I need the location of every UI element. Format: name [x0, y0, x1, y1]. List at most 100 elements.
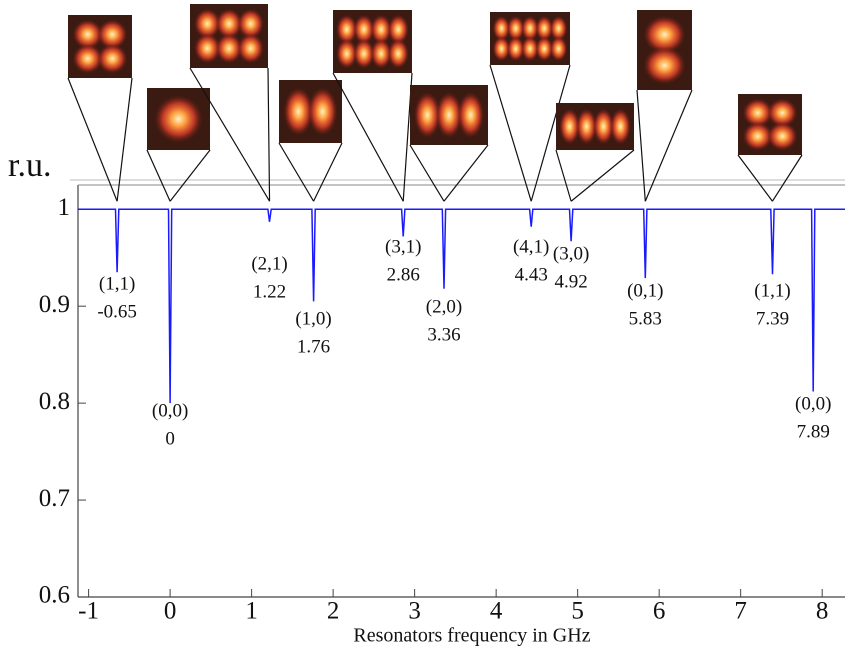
connector	[737, 154, 773, 202]
freq-label: 3.36	[427, 324, 460, 345]
mode-image	[738, 94, 802, 155]
mode-lobe	[609, 108, 631, 145]
freq-label: 7.39	[756, 308, 789, 329]
mode-lobe	[742, 98, 773, 128]
mode-label: (0,1)	[627, 280, 663, 301]
mode-image	[279, 80, 342, 143]
mode-lobe	[370, 14, 392, 45]
connector	[146, 149, 171, 202]
y-tick-label: 0.8	[39, 388, 70, 415]
mode-image	[637, 10, 692, 90]
mode-lobe	[370, 38, 392, 69]
connector	[530, 64, 571, 202]
y-tick-label: 1	[58, 194, 71, 221]
mode-lobe	[643, 46, 686, 85]
freq-label: 4.43	[515, 264, 548, 285]
mode-lobe	[72, 19, 103, 50]
mode-image	[556, 103, 634, 150]
x-axis-label: Resonators frequency in GHz	[353, 625, 590, 647]
freq-label: 2.86	[387, 264, 420, 285]
connector	[771, 154, 803, 202]
mode-label: (3,0)	[553, 243, 589, 264]
mode-image	[410, 85, 488, 145]
connector	[278, 142, 315, 202]
mode-lobe	[237, 8, 265, 39]
mode-image	[490, 12, 570, 65]
mode-lobe	[767, 121, 798, 151]
mode-label: (2,1)	[251, 253, 287, 274]
freq-label: 5.83	[629, 308, 662, 329]
mode-lobe	[521, 36, 539, 62]
data-line	[78, 208, 845, 404]
mode-label: (3,1)	[385, 236, 421, 257]
freq-label: 1.22	[253, 281, 286, 302]
connector	[267, 67, 271, 202]
mode-label: (4,1)	[513, 236, 549, 257]
mode-lobe	[549, 15, 568, 41]
freq-label: -0.65	[97, 301, 137, 322]
connector	[443, 144, 489, 202]
connector	[555, 149, 572, 202]
x-tick-label: 3	[408, 598, 421, 625]
mode-lobe	[549, 36, 568, 62]
mode-label: (2,0)	[426, 296, 462, 317]
freq-label: 7.89	[797, 421, 830, 442]
mode-label: (0,0)	[152, 400, 188, 421]
x-tick-label: -1	[78, 598, 99, 625]
connector	[169, 149, 211, 202]
x-tick-label: 7	[734, 598, 747, 625]
mode-lobe	[506, 15, 525, 41]
mode-lobe	[521, 15, 539, 41]
mode-lobe	[559, 108, 581, 145]
mode-lobe	[237, 33, 265, 64]
mode-lobe	[353, 14, 375, 45]
mode-lobe	[353, 38, 375, 69]
mode-lobe	[457, 91, 485, 139]
mode-lobe	[592, 108, 614, 145]
mode-label: (0,0)	[795, 393, 831, 414]
connector	[189, 67, 271, 202]
x-tick-label: 1	[245, 598, 258, 625]
mode-lobe	[535, 36, 554, 62]
mode-lobe	[336, 14, 358, 45]
x-tick-label: 0	[164, 598, 177, 625]
mode-lobe	[387, 38, 409, 69]
connector	[332, 72, 404, 202]
mode-lobe	[193, 33, 221, 64]
y-tick-label: 0.9	[39, 291, 70, 318]
x-tick-label: 8	[816, 598, 829, 625]
mode-lobe	[767, 98, 798, 128]
mode-lobe	[435, 91, 463, 139]
y-axis-label: r.u.	[8, 147, 51, 184]
mode-lobe	[193, 8, 221, 39]
mode-image	[68, 15, 132, 78]
mode-lobe	[283, 87, 314, 136]
freq-label: 4.92	[555, 271, 588, 292]
mode-image	[147, 88, 210, 150]
connector	[116, 77, 133, 202]
mode-label: (1,1)	[99, 273, 135, 294]
connector	[570, 149, 635, 202]
mode-lobe	[535, 15, 554, 41]
mode-lobe	[154, 94, 203, 144]
mode-lobe	[97, 43, 128, 74]
mode-lobe	[576, 108, 598, 145]
mode-lobe	[643, 15, 686, 54]
mode-label: (1,0)	[295, 308, 331, 329]
mode-lobe	[72, 43, 103, 74]
mode-lobe	[492, 36, 511, 62]
mode-lobe	[492, 15, 511, 41]
mode-lobe	[307, 87, 338, 136]
freq-label: 1.76	[297, 336, 330, 357]
mode-lobe	[97, 19, 128, 50]
connector	[489, 64, 532, 202]
x-tick-label: 2	[327, 598, 340, 625]
y-tick-label: 0.7	[39, 485, 70, 512]
mode-label: (1,1)	[754, 280, 790, 301]
connector	[67, 77, 118, 202]
mode-lobe	[506, 36, 525, 62]
connector	[313, 142, 343, 202]
mode-lobe	[387, 14, 409, 45]
mode-lobe	[742, 121, 773, 151]
